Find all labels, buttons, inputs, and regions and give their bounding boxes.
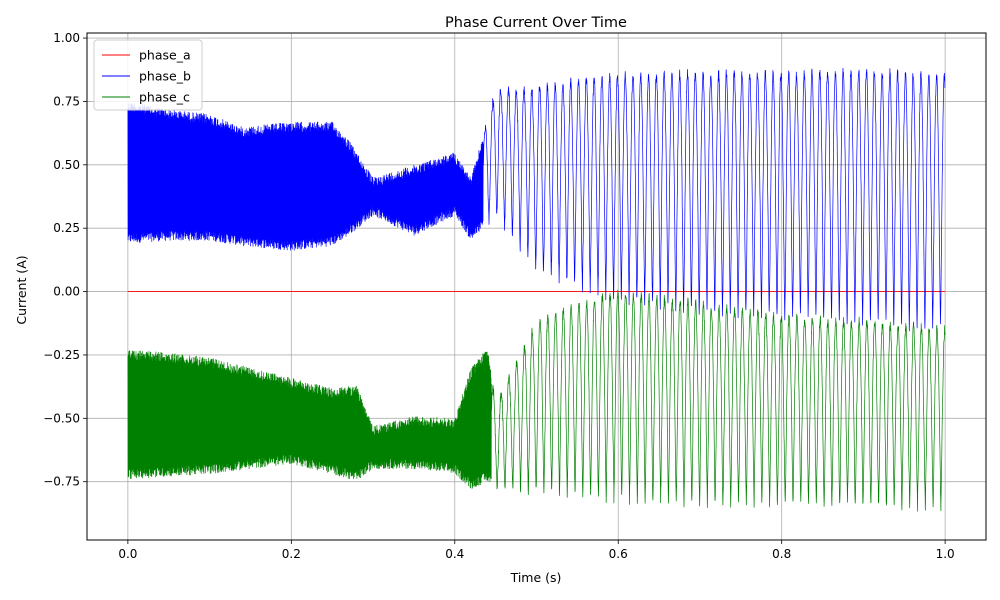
series-layer bbox=[127, 67, 946, 512]
legend-label-phase_a: phase_a bbox=[139, 48, 191, 63]
chart-title: Phase Current Over Time bbox=[445, 15, 627, 31]
series-line-phase_b bbox=[127, 67, 946, 332]
plot-frame bbox=[86, 32, 987, 541]
y-tick-label: 1.00 bbox=[53, 31, 80, 45]
legend-box bbox=[93, 39, 203, 111]
y-tick-label: −0.75 bbox=[43, 475, 80, 489]
tick-layer: 0.0 0.2 0.4 0.6 0.8 1.0 1.00 0.75 0.50 0.25 0.00 −0… bbox=[43, 31, 954, 561]
x-tick-label: 1.0 bbox=[936, 547, 955, 561]
x-tick-label: 0.8 bbox=[772, 547, 791, 561]
y-tick-label: −0.25 bbox=[43, 348, 80, 362]
series-line-phase_c bbox=[127, 289, 946, 512]
legend: phase_a phase_b phase_c bbox=[93, 39, 203, 111]
x-tick-label: 0.2 bbox=[282, 547, 301, 561]
y-tick-label: 0.75 bbox=[53, 94, 80, 108]
legend-label-phase_c: phase_c bbox=[139, 90, 190, 105]
legend-label-phase_b: phase_b bbox=[139, 69, 191, 84]
y-tick-label: 0.50 bbox=[53, 158, 80, 172]
x-tick-label: 0.0 bbox=[118, 547, 137, 561]
y-tick-label: −0.50 bbox=[43, 411, 80, 425]
x-tick-label: 0.6 bbox=[609, 547, 628, 561]
y-tick-label: 0.00 bbox=[53, 285, 80, 299]
y-axis-label: Current (A) bbox=[14, 255, 29, 324]
x-axis-label: Time (s) bbox=[510, 570, 562, 585]
y-tick-label: 0.25 bbox=[53, 221, 80, 235]
x-tick-label: 0.4 bbox=[445, 547, 464, 561]
